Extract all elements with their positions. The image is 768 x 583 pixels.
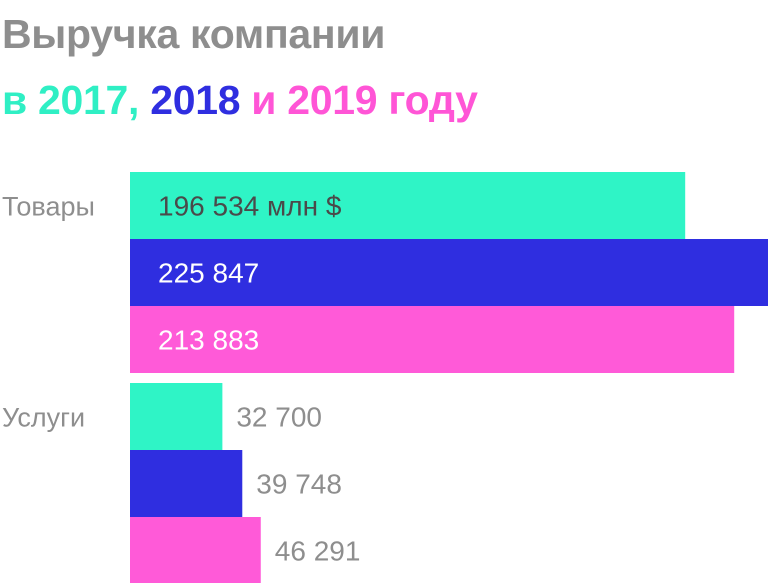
bar-value-label-2018-1: 39 748 — [256, 469, 342, 500]
bar-2017-1 — [130, 383, 223, 450]
bar-value-label-2019-1: 46 291 — [275, 536, 361, 567]
category-label-0: Товары — [2, 192, 95, 222]
bar-value-label-2017-1: 32 700 — [236, 402, 322, 433]
bar-2018-0 — [130, 239, 768, 306]
bar-value-label-2017-0: 196 534 млн $ — [158, 191, 342, 222]
bar-2017-0 — [130, 172, 686, 239]
bar-2019-0 — [130, 306, 735, 373]
chart-title-line-1: Выручка компании — [2, 11, 386, 57]
bar-value-label-2019-0: 213 883 — [158, 325, 259, 356]
chart-title-part-2: и 2019 году — [240, 77, 478, 123]
chart-title-line-2: в 2017, 2018 и 2019 году — [2, 76, 478, 124]
bar-2018-1 — [130, 450, 243, 517]
chart-title-part-1: 2018 — [139, 77, 241, 123]
chart-title-part-0: в 2017, — [2, 77, 140, 123]
category-label-1: Услуги — [2, 403, 85, 433]
bar-value-label-2018-0: 225 847 — [158, 258, 259, 289]
bar-2019-1 — [130, 517, 261, 583]
